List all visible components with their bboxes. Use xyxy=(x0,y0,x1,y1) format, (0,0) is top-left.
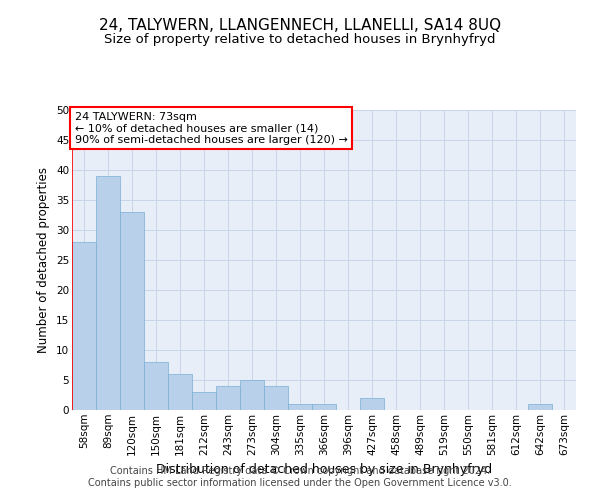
Text: 24, TALYWERN, LLANGENNECH, LLANELLI, SA14 8UQ: 24, TALYWERN, LLANGENNECH, LLANELLI, SA1… xyxy=(99,18,501,32)
Y-axis label: Number of detached properties: Number of detached properties xyxy=(37,167,50,353)
Bar xyxy=(528,404,552,410)
Bar xyxy=(360,398,384,410)
Bar xyxy=(96,176,120,410)
Bar xyxy=(264,386,288,410)
Text: Size of property relative to detached houses in Brynhyfryd: Size of property relative to detached ho… xyxy=(104,32,496,46)
Bar xyxy=(168,374,192,410)
Text: 24 TALYWERN: 73sqm
← 10% of detached houses are smaller (14)
90% of semi-detache: 24 TALYWERN: 73sqm ← 10% of detached hou… xyxy=(74,112,347,144)
Text: Contains HM Land Registry data © Crown copyright and database right 2024.
Contai: Contains HM Land Registry data © Crown c… xyxy=(88,466,512,487)
Bar xyxy=(288,404,312,410)
Bar xyxy=(240,380,264,410)
Bar xyxy=(72,242,96,410)
X-axis label: Distribution of detached houses by size in Brynhyfryd: Distribution of detached houses by size … xyxy=(156,463,492,476)
Bar xyxy=(144,362,168,410)
Bar xyxy=(312,404,336,410)
Bar xyxy=(216,386,240,410)
Bar xyxy=(120,212,144,410)
Bar xyxy=(192,392,216,410)
